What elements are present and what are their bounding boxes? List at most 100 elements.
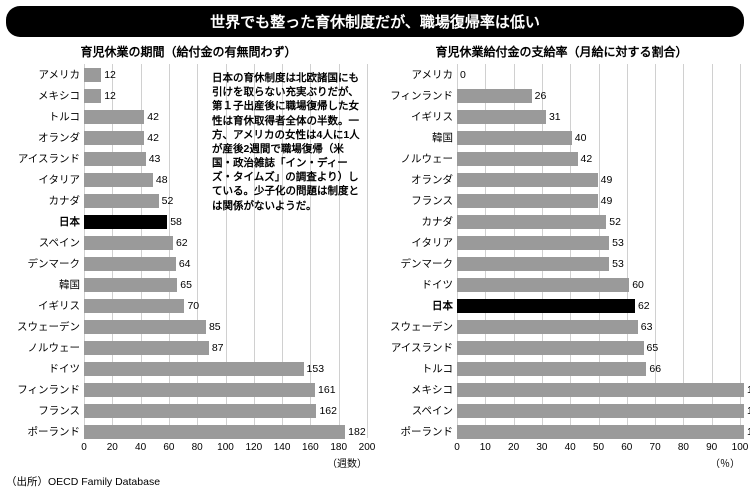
bar: 53 [457, 236, 609, 250]
bar-value: 153 [304, 363, 325, 375]
x-tick: 50 [593, 442, 604, 453]
bar: 42 [84, 110, 144, 124]
bar: 64 [84, 257, 176, 271]
bar: 100 [457, 425, 744, 439]
bar-value: 52 [606, 216, 621, 228]
bar: 12 [84, 89, 101, 103]
bar-track: 66 [457, 362, 744, 376]
x-tick: 0 [454, 442, 460, 453]
bar-label: アメリカ [6, 67, 84, 82]
bar-track: 87 [84, 341, 371, 355]
x-tick: 30 [536, 442, 547, 453]
x-tick: 60 [621, 442, 632, 453]
bar-label: イギリス [6, 298, 84, 313]
bar-label: デンマーク [379, 256, 457, 271]
bar-track: 100 [457, 425, 744, 439]
bar: 85 [84, 320, 206, 334]
x-tick: 80 [678, 442, 689, 453]
bar: 48 [84, 173, 153, 187]
bar-label: ポーランド [379, 424, 457, 439]
bar-value: 66 [646, 363, 661, 375]
bar-value: 40 [572, 132, 587, 144]
right-bars-area: アメリカ0フィンランド26イギリス31韓国40ノルウェー42オランダ49フランス… [379, 64, 744, 456]
x-tick: 40 [565, 442, 576, 453]
bar-label: イタリア [6, 172, 84, 187]
bar: 12 [84, 68, 101, 82]
x-tick: 70 [650, 442, 661, 453]
x-tick: 100 [217, 442, 234, 453]
bar-label: フランス [379, 193, 457, 208]
bar-label: トルコ [6, 109, 84, 124]
bar-value: 42 [144, 132, 159, 144]
bar-label: ポーランド [6, 424, 84, 439]
bar-track: 70 [84, 299, 371, 313]
bar-label: 日本 [6, 214, 84, 229]
bar: 26 [457, 89, 532, 103]
bar: 63 [457, 320, 638, 334]
bar-label: ドイツ [379, 277, 457, 292]
bar-label: ノルウェー [6, 340, 84, 355]
bar-track: 26 [457, 89, 744, 103]
annotation-text: 日本の育休制度は北欧諸国にも引けを取らない充実ぶりだが、第１子出産後に職場復帰し… [212, 71, 360, 213]
bar-label: スウェーデン [379, 319, 457, 334]
x-tick: 90 [706, 442, 717, 453]
bar-label: フィンランド [6, 382, 84, 397]
bar-label: カナダ [6, 193, 84, 208]
left-chart-title: 育児休業の期間（給付金の有無問わず） [6, 43, 371, 60]
bar-track: 64 [84, 257, 371, 271]
bar-track: 62 [457, 299, 744, 313]
x-tick: 20 [508, 442, 519, 453]
bar: 52 [84, 194, 159, 208]
bar-track: 49 [457, 194, 744, 208]
bar-row: ポーランド100 [379, 421, 744, 442]
bar-value: 63 [638, 321, 653, 333]
right-x-axis: 0102030405060708090100 [457, 442, 740, 456]
bar: 60 [457, 278, 629, 292]
bar-value: 49 [598, 174, 613, 186]
bar-value: 60 [629, 279, 644, 291]
right-x-unit: （％） [710, 455, 740, 470]
bar-value: 53 [609, 237, 624, 249]
bar: 100 [457, 404, 744, 418]
bar: 62 [84, 236, 173, 250]
bar-label: 韓国 [6, 277, 84, 292]
bar-value: 85 [206, 321, 221, 333]
bar: 70 [84, 299, 184, 313]
bar-track: 49 [457, 173, 744, 187]
bar-label: スウェーデン [6, 319, 84, 334]
bar-label: イギリス [379, 109, 457, 124]
bar-value: 0 [457, 69, 466, 81]
bar: 66 [457, 362, 646, 376]
bar: 62 [457, 299, 635, 313]
bar-value: 70 [184, 300, 199, 312]
bar: 31 [457, 110, 546, 124]
right-chart: 育児休業給付金の支給率（月給に対する割合） アメリカ0フィンランド26イギリス3… [379, 43, 744, 456]
bar-value: 65 [177, 279, 192, 291]
bar-value: 31 [546, 111, 561, 123]
bar-track: 0 [457, 68, 744, 82]
bar-value: 58 [167, 216, 182, 228]
bar-track: 100 [457, 383, 744, 397]
bar-track: 65 [84, 278, 371, 292]
bar-value: 49 [598, 195, 613, 207]
bar-label: デンマーク [6, 256, 84, 271]
bar: 49 [457, 194, 598, 208]
bar: 87 [84, 341, 209, 355]
bar-track: 42 [457, 152, 744, 166]
bar: 42 [457, 152, 578, 166]
bar: 100 [457, 383, 744, 397]
bar-value: 161 [315, 384, 336, 396]
bar-label: イタリア [379, 235, 457, 250]
bar-track: 65 [457, 341, 744, 355]
x-tick: 10 [480, 442, 491, 453]
bar-value: 53 [609, 258, 624, 270]
bar-label: フランス [6, 403, 84, 418]
bar-label: 日本 [379, 298, 457, 313]
bar-track: 162 [84, 404, 371, 418]
left-x-axis: 020406080100120140160180200 [84, 442, 367, 456]
bar-value: 100 [744, 426, 750, 438]
bar: 49 [457, 173, 598, 187]
bar-track: 182 [84, 425, 371, 439]
bar-value: 42 [144, 111, 159, 123]
bar: 42 [84, 131, 144, 145]
